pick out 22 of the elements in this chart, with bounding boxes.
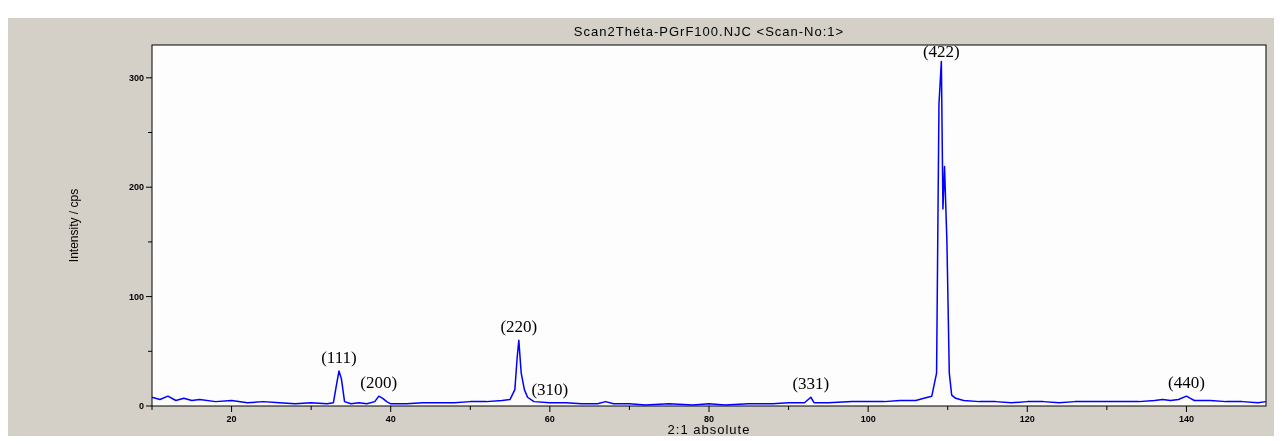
x-tick-label: 20 xyxy=(226,414,237,424)
chart-title: Scan2Théta-PGrF100.NJC <Scan-No:1> xyxy=(573,24,845,39)
annotation: (331) xyxy=(792,374,830,394)
annotation: (111) xyxy=(321,347,357,367)
annotation: (422) xyxy=(922,42,960,61)
annotation: (440) xyxy=(1168,373,1205,393)
y-tick-label: 200 xyxy=(128,182,144,193)
line-series xyxy=(151,60,1267,406)
x-tick-label: 100 xyxy=(860,414,876,424)
x-tick-label: 140 xyxy=(1178,414,1194,424)
annotation: (310) xyxy=(531,379,569,399)
x-tick-label: 80 xyxy=(703,414,715,424)
y-tick-label: 300 xyxy=(128,72,144,83)
annotation: (200) xyxy=(360,373,398,393)
y-tick-label: 100 xyxy=(128,291,144,302)
y-tick-label: 0 xyxy=(138,401,144,412)
x-tick-label: 40 xyxy=(385,414,396,424)
annotation: (220) xyxy=(500,317,538,337)
x-tick-label: 60 xyxy=(544,414,555,424)
x-axis-title: 2:1 absolute xyxy=(667,422,751,437)
y-axis-title: Intensity / cps xyxy=(67,188,81,263)
x-tick-label: 120 xyxy=(1019,414,1035,424)
